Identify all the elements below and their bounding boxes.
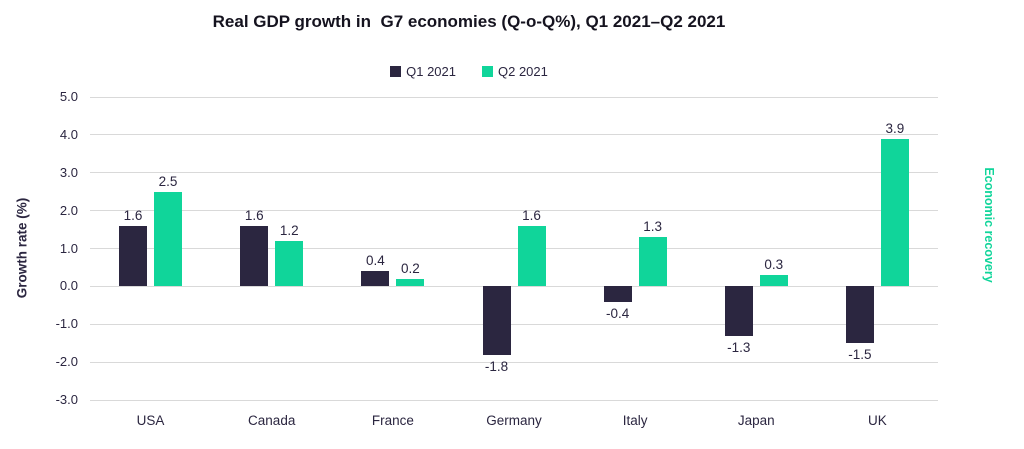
value-label-q1-2021-japan: -1.3 bbox=[727, 339, 751, 355]
legend-swatch-q1-2021 bbox=[390, 66, 402, 77]
bar-q1-2021-uk bbox=[845, 286, 874, 344]
gridline-2.0 bbox=[90, 210, 938, 212]
value-label-q1-2021-canada: 1.6 bbox=[244, 207, 264, 223]
gridline-0.0 bbox=[90, 285, 938, 287]
gridline--3.0 bbox=[90, 399, 938, 401]
legend-label-q2-2021: Q2 2021 bbox=[498, 64, 548, 79]
x-axis-label-japan: Japan bbox=[737, 413, 775, 428]
gridline--2.0 bbox=[90, 361, 938, 363]
value-label-q2-2021-uk: 3.9 bbox=[885, 120, 905, 136]
y-tick-label-0.0: 0.0 bbox=[59, 278, 78, 294]
x-axis-label-usa: USA bbox=[136, 413, 165, 428]
value-label-q2-2021-canada: 1.2 bbox=[279, 222, 299, 238]
y-tick-label-4.0: 4.0 bbox=[59, 126, 78, 142]
gridline-4.0 bbox=[90, 134, 938, 136]
bar-q2-2021-france bbox=[396, 278, 425, 287]
gridline-3.0 bbox=[90, 172, 938, 174]
gridline--1.0 bbox=[90, 323, 938, 325]
bar-q2-2021-japan bbox=[759, 275, 788, 287]
y-axis-ticks: 5.0 4.0 3.0 2.0 1.0 0.0 -1.0 -2.0 -3.0 bbox=[0, 89, 78, 407]
y-tick-label--1.0: -1.0 bbox=[55, 316, 78, 332]
x-axis-label-italy: Italy bbox=[622, 413, 648, 428]
chart-title: Real GDP growth in G7 economies (Q-o-Q%)… bbox=[212, 12, 726, 31]
bar-q1-2021-italy bbox=[603, 286, 632, 302]
value-label-q1-2021-italy: -0.4 bbox=[606, 305, 630, 321]
plot-area: 1.6 2.5 USA 1.6 1.2 Canada 0.4 0.2 France -1.8 1.6… bbox=[90, 96, 938, 428]
bar-q2-2021-germany bbox=[517, 225, 546, 287]
bar-q2-2021-canada bbox=[275, 240, 304, 287]
legend-item-q1-2021: Q1 2021 bbox=[390, 64, 456, 79]
value-label-q1-2021-uk: -1.5 bbox=[848, 347, 872, 363]
bar-q2-2021-uk bbox=[880, 138, 909, 287]
y-tick-label--3.0: -3.0 bbox=[55, 392, 78, 407]
bar-q2-2021-usa bbox=[154, 191, 183, 287]
gridline-1.0 bbox=[90, 248, 938, 249]
annotation-economic-recovery: Economic recovery bbox=[982, 167, 996, 283]
y-tick-label-5.0: 5.0 bbox=[59, 89, 78, 104]
value-label-q1-2021-germany: -1.8 bbox=[484, 358, 509, 374]
bar-q1-2021-germany bbox=[482, 286, 511, 355]
legend-item-q2-2021: Q2 2021 bbox=[482, 64, 548, 79]
y-tick-label--2.0: -2.0 bbox=[55, 354, 78, 370]
legend: Q1 2021 Q2 2021 bbox=[0, 64, 938, 79]
value-label-q2-2021-italy: 1.3 bbox=[643, 219, 663, 235]
bar-q2-2021-italy bbox=[638, 237, 667, 287]
value-label-q2-2021-japan: 0.3 bbox=[764, 257, 784, 272]
y-tick-label-3.0: 3.0 bbox=[59, 164, 78, 180]
bar-q1-2021-canada bbox=[240, 225, 269, 287]
value-label-q2-2021-germany: 1.6 bbox=[522, 207, 541, 223]
x-axis-label-uk: UK bbox=[868, 413, 887, 428]
x-axis-label-france: France bbox=[371, 413, 414, 428]
value-label-q2-2021-usa: 2.5 bbox=[158, 173, 178, 189]
legend-swatch-q2-2021 bbox=[482, 66, 493, 77]
bar-q1-2021-usa bbox=[119, 225, 148, 287]
value-label-q1-2021-france: 0.4 bbox=[365, 253, 385, 269]
y-tick-label-1.0: 1.0 bbox=[59, 240, 78, 256]
x-axis-label-germany: Germany bbox=[486, 413, 542, 428]
y-tick-label-2.0: 2.0 bbox=[59, 202, 78, 218]
legend-label-q1-2021: Q1 2021 bbox=[406, 64, 456, 79]
x-axis-label-canada: Canada bbox=[248, 413, 296, 428]
value-label-q1-2021-usa: 1.6 bbox=[123, 207, 143, 223]
bar-q1-2021-japan bbox=[724, 286, 753, 336]
value-label-q2-2021-france: 0.2 bbox=[400, 260, 420, 276]
bar-q1-2021-france bbox=[361, 271, 390, 287]
gridline-5.0 bbox=[90, 96, 938, 98]
